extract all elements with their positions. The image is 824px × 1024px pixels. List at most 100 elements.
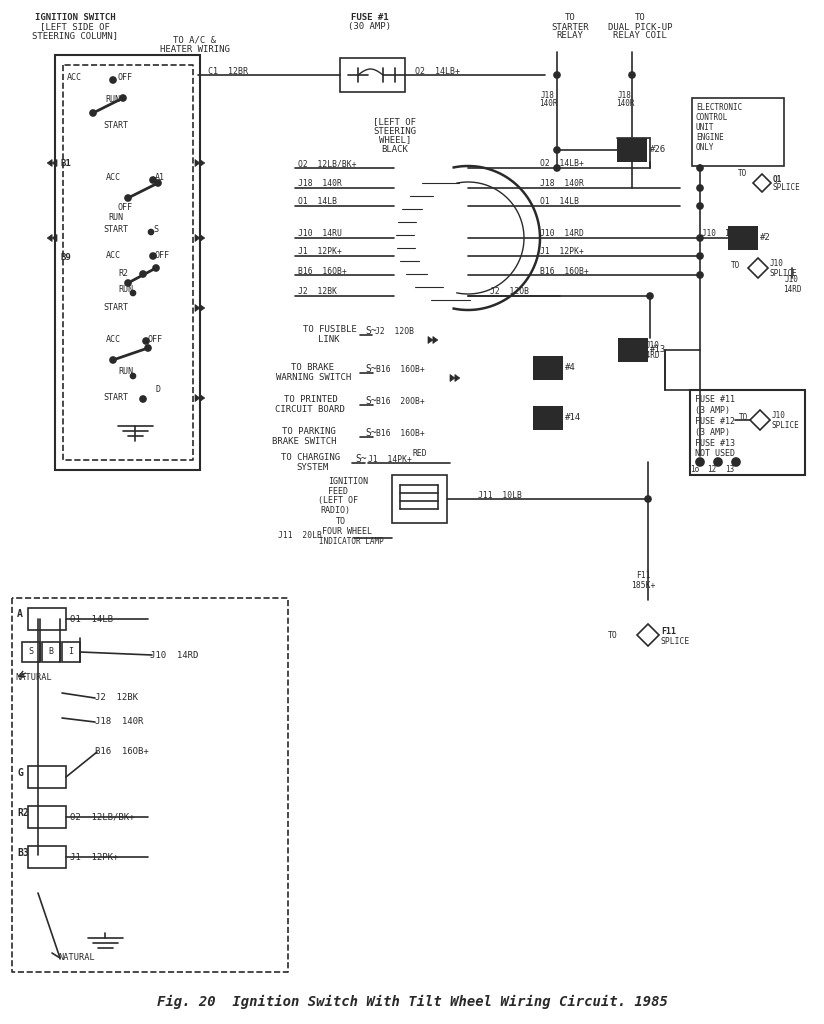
Polygon shape	[200, 304, 205, 311]
Text: S~: S~	[365, 326, 377, 336]
Bar	[533, 406, 563, 430]
Text: I: I	[68, 647, 73, 656]
Text: SPLICE: SPLICE	[773, 183, 801, 193]
Text: 14RD: 14RD	[642, 351, 660, 360]
Polygon shape	[195, 394, 200, 401]
Circle shape	[554, 165, 560, 171]
Text: G: G	[17, 768, 23, 778]
Bar	[340, 58, 405, 92]
Text: J11  20LB: J11 20LB	[278, 530, 322, 540]
Text: FOUR WHEEL: FOUR WHEEL	[322, 527, 372, 537]
Text: 1o: 1o	[691, 466, 700, 474]
Circle shape	[732, 458, 740, 466]
Text: D: D	[156, 385, 161, 394]
Text: O1  14LB: O1 14LB	[70, 614, 113, 624]
Circle shape	[697, 203, 703, 209]
Text: RUN: RUN	[105, 95, 120, 104]
Circle shape	[554, 72, 560, 78]
Text: DUAL PICK-UP: DUAL PICK-UP	[608, 23, 672, 32]
Circle shape	[647, 293, 653, 299]
Polygon shape	[195, 160, 200, 167]
Circle shape	[629, 72, 635, 78]
Circle shape	[554, 147, 560, 153]
Text: STARTER: STARTER	[551, 23, 589, 32]
Text: 140R: 140R	[616, 99, 634, 109]
Text: RELAY: RELAY	[556, 32, 583, 41]
Text: #2: #2	[760, 233, 770, 243]
Bar	[62, 642, 80, 662]
Text: J18  140R: J18 140R	[298, 179, 342, 188]
Text: J2  12OB: J2 12OB	[490, 288, 529, 297]
Text: J1  12PK+: J1 12PK+	[298, 248, 342, 256]
Circle shape	[125, 280, 131, 286]
Text: (LEFT OF: (LEFT OF	[318, 496, 358, 505]
Text: 140R: 140R	[539, 99, 557, 109]
Text: B1: B1	[60, 159, 71, 168]
Text: S: S	[29, 647, 34, 656]
Text: START: START	[103, 225, 128, 234]
Circle shape	[153, 265, 159, 271]
Polygon shape	[195, 304, 200, 311]
Circle shape	[120, 95, 126, 101]
Circle shape	[110, 357, 116, 362]
Text: HEATER WIRING: HEATER WIRING	[160, 44, 230, 53]
Text: CIRCUIT BOARD: CIRCUIT BOARD	[275, 404, 345, 414]
Text: START: START	[103, 393, 128, 402]
Text: B16  16OB+: B16 16OB+	[95, 748, 149, 757]
Text: Q1: Q1	[773, 174, 782, 183]
Text: BLACK: BLACK	[382, 144, 409, 154]
Text: FUSE #12: FUSE #12	[695, 418, 735, 427]
Text: TO: TO	[564, 13, 575, 23]
Text: O1  14LB: O1 14LB	[298, 198, 337, 207]
Text: #26: #26	[650, 145, 666, 155]
Text: J1  12PK+: J1 12PK+	[70, 853, 119, 861]
Text: OFF: OFF	[118, 74, 133, 83]
Text: Fig. 20  Ignition Switch With Tilt Wheel Wiring Circuit. 1985: Fig. 20 Ignition Switch With Tilt Wheel …	[157, 995, 667, 1009]
Text: J18  140R: J18 140R	[95, 718, 143, 726]
Text: TO: TO	[634, 13, 645, 23]
Circle shape	[140, 271, 146, 278]
Circle shape	[697, 253, 703, 259]
Text: SYSTEM: SYSTEM	[296, 463, 328, 471]
Text: OFF: OFF	[148, 336, 163, 344]
Text: B16  16OB+: B16 16OB+	[540, 266, 589, 275]
Text: TO CHARGING: TO CHARGING	[281, 454, 340, 463]
Circle shape	[130, 374, 135, 379]
Circle shape	[143, 338, 149, 344]
Text: LINK: LINK	[318, 336, 339, 344]
Text: J10: J10	[785, 275, 799, 285]
Bar	[55, 55, 200, 470]
Text: ACC: ACC	[67, 74, 82, 83]
Text: B9: B9	[60, 254, 71, 262]
Bar	[728, 226, 758, 250]
Text: J18  140R: J18 140R	[540, 179, 584, 188]
Text: STEERING COLUMN]: STEERING COLUMN]	[32, 32, 118, 41]
Text: C1  12BR: C1 12BR	[208, 67, 248, 76]
Text: S~: S~	[365, 364, 377, 374]
Bar	[392, 475, 447, 523]
Text: #14: #14	[565, 414, 581, 423]
Text: (3 AMP): (3 AMP)	[695, 406, 730, 415]
Circle shape	[155, 180, 161, 186]
Text: B: B	[49, 647, 54, 656]
Text: B3: B3	[17, 848, 29, 858]
Text: A1: A1	[155, 173, 165, 182]
Text: O1  14LB: O1 14LB	[540, 198, 579, 207]
Circle shape	[140, 396, 146, 402]
Circle shape	[714, 458, 722, 466]
Circle shape	[696, 458, 704, 466]
Text: [LEFT SIDE OF: [LEFT SIDE OF	[40, 23, 110, 32]
Text: RUN: RUN	[118, 286, 133, 295]
Bar	[22, 642, 40, 662]
Text: 14RD: 14RD	[783, 286, 801, 295]
Text: R2: R2	[17, 808, 29, 818]
Text: F11: F11	[635, 570, 650, 580]
Text: TO PARKING: TO PARKING	[282, 427, 335, 436]
Text: J10: J10	[646, 341, 660, 350]
Text: R2: R2	[118, 268, 128, 278]
Circle shape	[697, 234, 703, 241]
Text: STEERING: STEERING	[373, 127, 416, 135]
Bar	[28, 766, 66, 788]
Circle shape	[148, 229, 153, 234]
Text: FUSE #11: FUSE #11	[695, 395, 735, 404]
